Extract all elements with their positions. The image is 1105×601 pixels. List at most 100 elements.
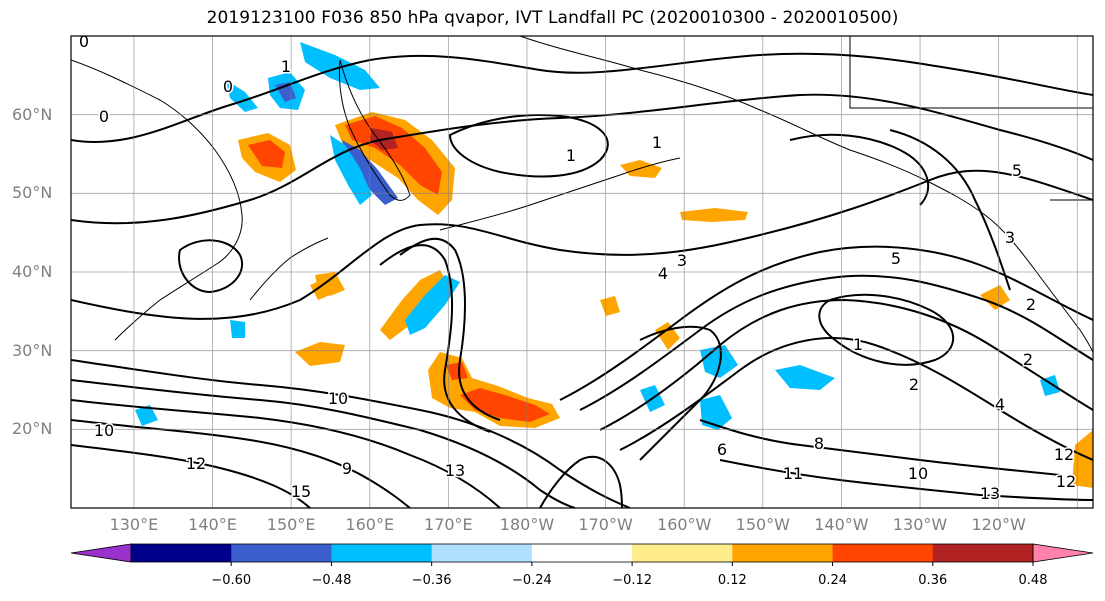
shade-patch — [345, 116, 442, 195]
shade-patch — [655, 322, 680, 350]
coastlines — [71, 36, 1093, 353]
contour-label: 2 — [909, 375, 919, 394]
coastline-alaska — [519, 36, 1093, 353]
contour-label: 4 — [995, 395, 1005, 414]
contour-line — [379, 244, 491, 433]
contour-label: 12 — [1056, 472, 1076, 491]
colorbar-bin — [732, 544, 834, 562]
longitude-label: 160°W — [657, 515, 712, 534]
latitude-label: 20°N — [12, 419, 53, 439]
colorbar-extend-high — [1032, 543, 1094, 563]
qvapor-shading — [135, 42, 1093, 488]
colorbar-bin — [932, 544, 1034, 562]
shade-patch — [700, 345, 738, 378]
contour-label: 5 — [1012, 161, 1022, 180]
contour-line — [71, 444, 311, 508]
contour-label: 3 — [677, 251, 687, 270]
longitude-label: 120°W — [971, 515, 1026, 534]
longitude-label: 160°E — [345, 515, 395, 534]
latitude-label: 60°N — [12, 104, 53, 124]
contour-label: 2 — [1023, 350, 1033, 369]
colorbar-bin — [231, 544, 332, 562]
colorbar-tick-label: −0.24 — [511, 573, 552, 588]
contour-label: 12 — [186, 454, 206, 473]
contour-label: 0 — [99, 107, 109, 126]
latitude-label: 50°N — [12, 183, 53, 203]
contour-line — [178, 239, 243, 294]
longitude-label: 150°E — [266, 515, 316, 534]
contour-label: 1 — [652, 133, 662, 152]
colorbar-outline — [130, 543, 1034, 563]
contour-label: 11 — [783, 464, 803, 483]
colorbar-bin — [431, 544, 533, 562]
contour-label: 8 — [814, 434, 824, 453]
colorbar-tick-label: −0.36 — [411, 573, 452, 588]
colorbar-bin — [531, 544, 633, 562]
map-frame — [70, 35, 1094, 509]
contour-line — [889, 129, 1011, 291]
contour-label: 1 — [281, 57, 291, 76]
shade-patch — [980, 285, 1010, 310]
longitude-label: 140°E — [188, 515, 237, 534]
contour-label: 9 — [342, 459, 352, 478]
latitude-label: 30°N — [12, 340, 53, 360]
colorbar-tick-label: 0.24 — [818, 573, 848, 588]
shade-patch — [775, 365, 835, 390]
colorbar-tick-label: 0.48 — [1018, 573, 1048, 588]
contour-label: 12 — [1054, 445, 1074, 464]
contour-label: 10 — [908, 464, 928, 483]
shade-patch — [226, 80, 258, 112]
contour-label: 0 — [79, 32, 89, 51]
colorbar — [70, 543, 1094, 566]
map-title: 2019123100 F036 850 hPa qvapor, IVT Land… — [206, 8, 899, 28]
contour-line — [789, 133, 930, 206]
shade-patch — [680, 208, 748, 222]
longitude-label: 180°W — [499, 515, 555, 534]
contour-label: 15 — [291, 482, 311, 501]
contour-label: 0 — [223, 77, 233, 96]
longitude-label: 150°W — [735, 515, 790, 534]
longitude-label: 170°E — [424, 515, 473, 534]
coastline-asia — [71, 59, 243, 341]
shade-patch — [330, 135, 372, 205]
contour-line — [639, 325, 722, 461]
shade-patch — [310, 280, 330, 300]
colorbar-extend-low — [70, 543, 132, 563]
colorbar-tick-label: −0.12 — [612, 573, 653, 588]
contour-label: 1 — [853, 335, 863, 354]
shade-patch — [446, 362, 468, 380]
contour-label: 4 — [658, 264, 668, 283]
contour-line — [71, 93, 1093, 225]
contour-label: 13 — [445, 461, 465, 480]
coastline-japan — [249, 237, 329, 301]
shade-patch — [380, 270, 448, 340]
longitude-label: 140°W — [814, 515, 869, 534]
longitude-label: 130°E — [109, 515, 159, 534]
shade-patch — [600, 296, 620, 316]
contour-line — [399, 237, 501, 421]
contour-line — [71, 379, 576, 508]
contour-label: 10 — [94, 421, 114, 440]
contour-line — [71, 399, 501, 508]
colorbar-bin — [331, 544, 433, 562]
colorbar-bin — [632, 544, 733, 562]
contour-label: 10 — [328, 389, 348, 408]
coastline-kamchatka — [339, 59, 411, 201]
contour-line — [599, 298, 1093, 431]
shade-patch — [460, 388, 550, 422]
latitude-label: 40°N — [12, 262, 53, 281]
contour-label: 2 — [1026, 295, 1036, 314]
shade-patch — [248, 140, 285, 168]
contour-line — [579, 274, 1093, 411]
contour-line — [719, 459, 1093, 501]
colorbar-tick-label: 0.36 — [918, 573, 948, 588]
contour-label: 5 — [891, 249, 901, 268]
contour-label: 13 — [980, 484, 1000, 503]
coastline-canada — [849, 36, 1093, 109]
longitude-label: 130°W — [892, 515, 948, 534]
colorbar-tick-label: −0.48 — [311, 573, 352, 588]
colorbar-bin — [131, 544, 232, 562]
